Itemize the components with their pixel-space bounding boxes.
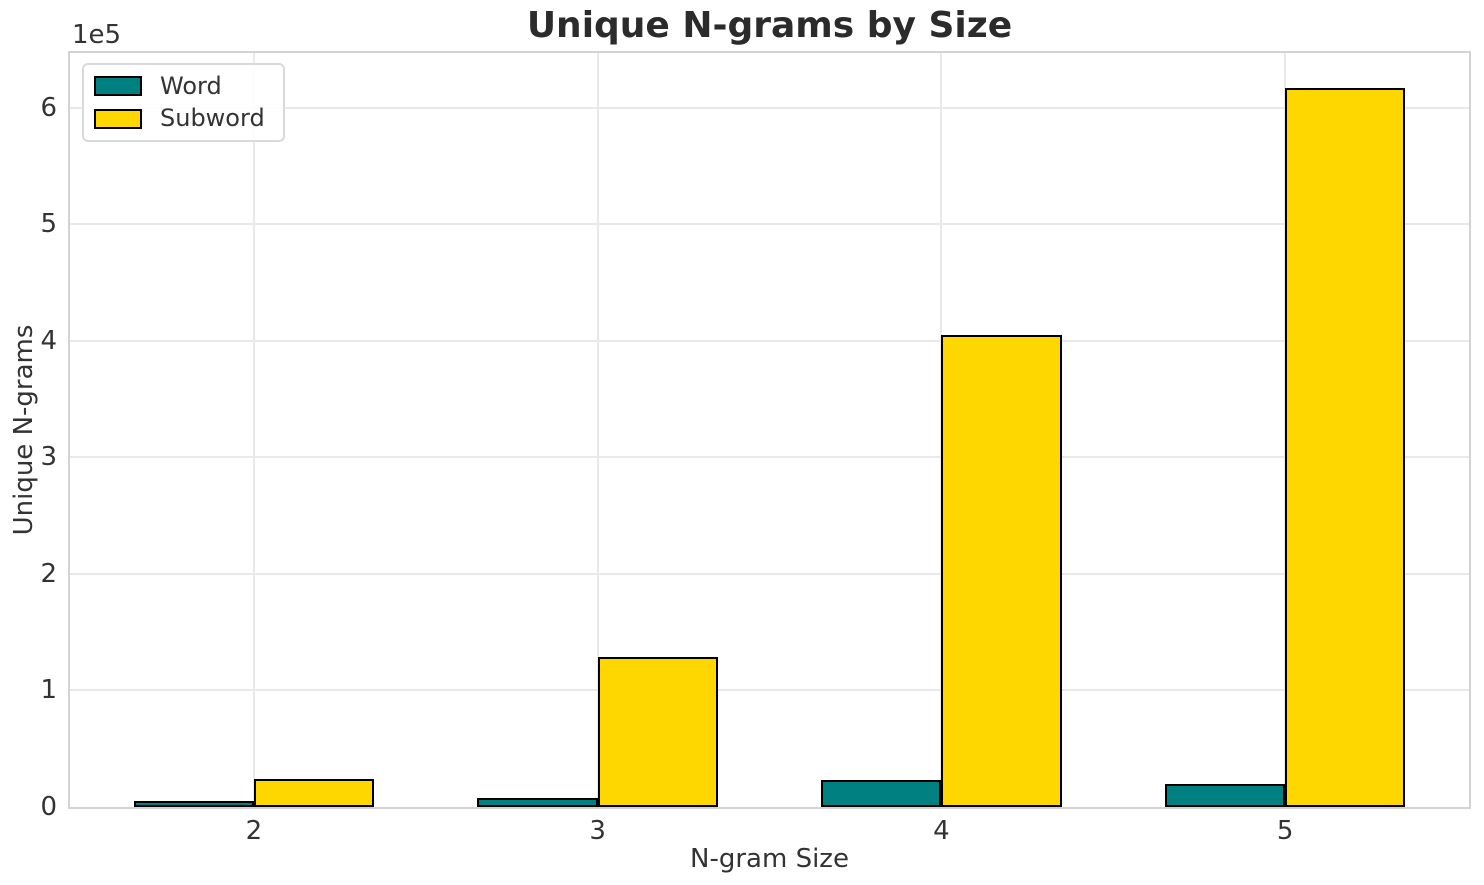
v-gridline <box>596 53 599 807</box>
h-gridline <box>70 689 1469 692</box>
x-tick-label: 5 <box>1276 816 1294 846</box>
bar-word-5 <box>1164 783 1286 807</box>
x-tick-label: 3 <box>589 816 606 846</box>
bar-word-3 <box>477 798 598 807</box>
x-axis-ticks: 2 3 4 5 <box>70 818 1469 848</box>
legend-swatch-subword-icon <box>94 108 142 129</box>
bar-word-4 <box>821 780 942 807</box>
legend: Word Subword <box>82 63 285 142</box>
y-tick-label: 6 <box>40 92 57 123</box>
bar-subword-5 <box>1285 87 1406 807</box>
y-tick-label: 4 <box>40 325 57 356</box>
y-tick-label: 5 <box>40 209 57 240</box>
y-axis-ticks: 0 1 2 3 4 5 6 <box>0 53 57 820</box>
x-tick-label: 2 <box>245 816 263 846</box>
legend-item-word: Word <box>94 73 265 99</box>
y-tick-label: 1 <box>40 675 57 706</box>
bar-subword-2 <box>253 779 375 807</box>
v-gridline <box>252 53 255 807</box>
h-gridline <box>70 572 1469 575</box>
legend-item-subword: Subword <box>94 104 265 133</box>
y-axis-offset-label: 1e5 <box>72 20 122 50</box>
y-tick-label: 0 <box>40 792 57 822</box>
plot-area: Word Subword <box>68 51 1471 809</box>
legend-swatch-word-icon <box>94 76 142 97</box>
h-gridline <box>70 106 1469 109</box>
y-tick-label: 2 <box>40 558 57 589</box>
bar-subword-3 <box>597 656 718 807</box>
h-gridline <box>70 456 1469 459</box>
x-tick-label: 4 <box>933 816 950 846</box>
legend-label-subword: Subword <box>160 104 265 133</box>
h-gridline <box>70 223 1469 226</box>
legend-label-word: Word <box>160 72 222 100</box>
y-tick-label: 3 <box>40 442 57 473</box>
bar-word-2 <box>133 801 254 807</box>
bar-subword-4 <box>941 335 1062 807</box>
h-gridline <box>70 339 1469 342</box>
x-axis-label: N-gram Size <box>690 844 849 874</box>
chart-title: Unique N-grams by Size <box>526 5 1013 46</box>
